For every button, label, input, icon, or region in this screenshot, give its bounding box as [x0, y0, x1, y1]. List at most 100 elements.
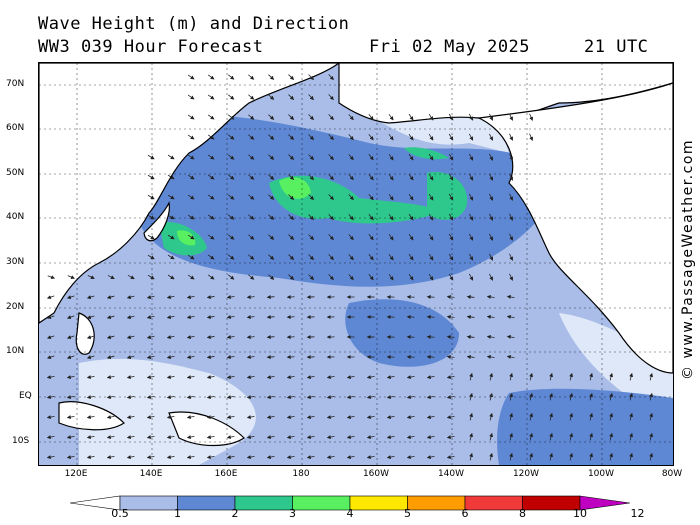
wave-direction-arrow [428, 113, 434, 121]
wave-direction-arrow [328, 254, 334, 261]
wave-direction-arrow [609, 412, 614, 421]
wave-direction-arrow [326, 375, 335, 380]
wave-direction-arrow [448, 213, 454, 221]
wave-direction-arrow [207, 134, 215, 140]
wave-direction-arrow [228, 74, 235, 80]
wave-direction-arrow [426, 395, 435, 400]
wave-direction-arrow [146, 395, 155, 400]
lat-label: 10N [6, 346, 25, 356]
wave-direction-arrow [529, 133, 533, 141]
wave-direction-arrow [206, 455, 215, 460]
wave-direction-arrow [146, 355, 155, 360]
wave-direction-arrow [468, 173, 474, 181]
wave-direction-arrow [428, 273, 434, 281]
wave-direction-arrow [649, 452, 654, 461]
wave-direction-arrow [348, 174, 354, 181]
wave-direction-arrow [86, 435, 95, 440]
wave-direction-arrow [306, 375, 315, 380]
wave-direction-arrow [308, 134, 315, 141]
wave-direction-arrow [446, 415, 455, 420]
wave-direction-arrow [408, 253, 414, 261]
wave-direction-arrow [288, 254, 295, 260]
wave-direction-arrow [529, 452, 534, 461]
wave-direction-arrow [288, 154, 295, 160]
lat-label: 20N [6, 302, 25, 312]
wave-direction-arrow [328, 194, 334, 201]
wave-direction-arrow [286, 295, 295, 300]
wave-direction-arrow [489, 193, 493, 201]
wave-direction-arrow [489, 452, 494, 461]
legend-label: 1 [174, 507, 181, 520]
wave-direction-arrow [448, 273, 454, 281]
band-2-3-central [345, 299, 459, 367]
wave-direction-arrow [509, 372, 514, 381]
wave-direction-arrow [146, 435, 155, 440]
wave-direction-arrow [268, 234, 275, 240]
wave-direction-arrow [228, 114, 235, 120]
wave-direction-arrow [248, 254, 255, 260]
wave-direction-arrow [328, 274, 334, 281]
wave-direction-arrow [629, 372, 634, 381]
legend-label: 3 [289, 507, 296, 520]
band-2-3-south [497, 388, 673, 465]
wave-direction-arrow [106, 415, 115, 420]
wave-direction-arrow [446, 334, 455, 339]
lon-label: 180 [292, 469, 310, 479]
wave-direction-arrow [486, 314, 495, 319]
wave-direction-arrow [207, 194, 215, 200]
wave-direction-arrow [306, 435, 315, 440]
wave-direction-arrow [426, 294, 435, 299]
wave-direction-arrow [368, 134, 374, 141]
wave-direction-arrow [166, 415, 175, 420]
wave-direction-arrow [268, 114, 275, 120]
color-legend [70, 495, 630, 511]
wave-direction-arrow [248, 174, 255, 180]
map-grid [39, 63, 673, 465]
legend-swatch [522, 495, 581, 511]
wave-direction-arrow [649, 412, 654, 421]
wave-direction-arrow [368, 114, 374, 121]
lon-label: 160W [362, 469, 390, 479]
wave-direction-arrow [167, 274, 175, 280]
wave-direction-arrow [328, 74, 334, 81]
wave-direction-arrow [146, 415, 155, 420]
wave-direction-arrow [66, 355, 75, 359]
wave-direction-arrow [187, 194, 195, 200]
wave-direction-arrow [649, 392, 654, 401]
wave-direction-arrow [268, 274, 275, 280]
wave-direction-arrow [489, 273, 493, 281]
wave-direction-arrow [386, 415, 395, 420]
wave-direction-arrow [348, 274, 354, 281]
wave-direction-arrow [66, 295, 75, 299]
wave-direction-arrow [86, 415, 95, 420]
wave-map[interactable] [38, 62, 674, 466]
wave-direction-arrow [328, 234, 334, 241]
wave-direction-arrow [226, 375, 235, 380]
wave-direction-arrow [46, 355, 55, 359]
wave-direction-arrow [228, 234, 235, 240]
wave-direction-arrow [529, 372, 534, 381]
wave-direction-arrow [509, 173, 513, 181]
wave-direction-arrow [66, 375, 75, 380]
lon-label: 80W [661, 469, 683, 479]
wave-direction-arrow [207, 214, 215, 220]
wave-direction-arrow [348, 234, 354, 241]
wave-direction-arrow [286, 315, 295, 320]
wave-direction-arrow [489, 412, 494, 421]
wave-direction-arrow [226, 335, 235, 340]
legend-swatch [234, 495, 293, 511]
wave-direction-arrow [187, 154, 195, 160]
wave-direction-arrow [66, 315, 75, 319]
wave-direction-arrow [207, 74, 215, 80]
wave-direction-arrow [206, 355, 215, 360]
wave-direction-arrow [489, 372, 494, 381]
legend-label: 2 [231, 507, 239, 520]
wave-direction-arrow [226, 355, 235, 360]
wave-direction-arrow [408, 133, 414, 141]
wave-direction-arrow [268, 174, 275, 180]
legend-label: 12 [630, 507, 645, 520]
wave-direction-arrow [186, 335, 195, 340]
legend-swatch [292, 495, 351, 511]
wave-direction-arrow [468, 213, 474, 221]
wave-direction-arrow [228, 174, 235, 180]
